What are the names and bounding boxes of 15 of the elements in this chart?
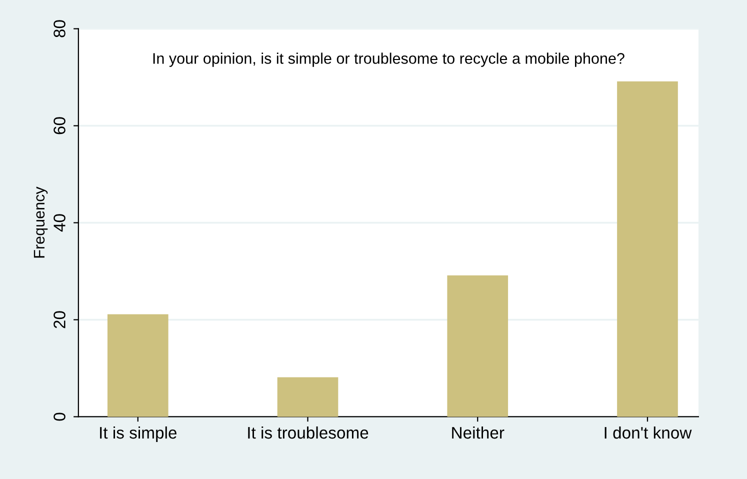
y-tick-label: 60 — [54, 117, 66, 134]
bar — [447, 275, 508, 417]
bar — [107, 314, 168, 417]
x-tick-label: I don't know — [604, 426, 692, 439]
text: In your opinion, is it simple or troublesome to recycle a mobile phone? — [153, 52, 624, 67]
y-tick-label: 0 — [54, 412, 66, 421]
bar — [277, 377, 338, 417]
y-tick-label: 40 — [54, 214, 66, 232]
x-tick-label: It is troublesome — [248, 426, 368, 439]
x-tick-label: Neither — [452, 426, 504, 439]
bar — [617, 81, 678, 417]
x-tick-label: It is simple — [100, 426, 177, 442]
y-tick-label: 20 — [54, 311, 66, 328]
y-axis-title: Frequency — [34, 186, 48, 258]
y-tick-label: 80 — [54, 20, 66, 38]
